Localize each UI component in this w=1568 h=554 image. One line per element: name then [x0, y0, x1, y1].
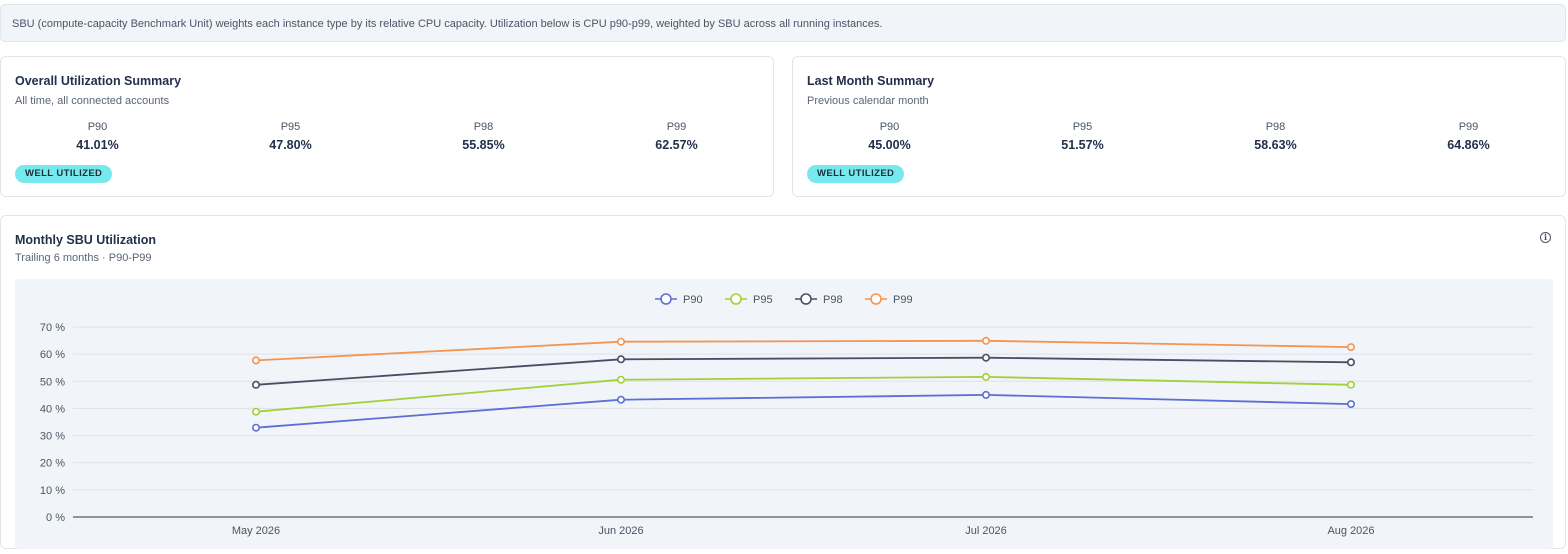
chart-area: 0 % 10 % 20 % 30 % 40 % 50 % 60 % 70 % May 2026 J…	[15, 279, 1553, 549]
data-point-p90	[616, 395, 625, 404]
last-month-summary-title: Last Month Summary	[807, 74, 935, 88]
overall-summary-title: Overall Utilization Summary	[15, 74, 182, 88]
series-line-p98	[255, 356, 1352, 386]
metric-value: 64.86%	[1447, 138, 1490, 152]
data-point-p95	[252, 407, 261, 416]
data-point-p98	[616, 355, 625, 364]
monthly-utilization-chart: 0 % 10 % 20 % 30 % 40 % 50 % 60 % 70 % May 2026 J…	[40, 293, 1533, 537]
overall-summary-subtitle: All time, all connected accounts	[15, 95, 170, 107]
y-tick-label: 40 %	[40, 403, 65, 415]
data-point-p99	[1347, 343, 1356, 352]
data-point-p90	[252, 423, 261, 432]
legend-marker-p99	[870, 293, 882, 305]
data-point-p95	[616, 375, 625, 384]
info-banner: SBU (compute-capacity Benchmark Unit) we…	[0, 4, 1566, 42]
metric-label: P95	[1072, 121, 1093, 133]
overall-metric-p99: P99 62.57%	[580, 121, 773, 152]
data-point-p95	[1347, 380, 1356, 389]
x-tick-label: Jul 2026	[965, 525, 1007, 537]
metric-value: 58.63%	[1254, 138, 1297, 152]
overall-summary-card: Overall Utilization Summary All time, al…	[0, 56, 774, 197]
last-month-metric-p95: P95 51.57%	[986, 121, 1179, 152]
metric-label: P90	[879, 121, 900, 133]
last-month-metric-p90: P90 45.00%	[793, 121, 986, 152]
last-month-metric-p98: P98 58.63%	[1179, 121, 1372, 152]
last-month-status-badge: WELL UTILIZED	[807, 165, 905, 183]
legend-label-p90: P90	[683, 294, 703, 306]
info-icon[interactable]: i	[1540, 232, 1551, 243]
x-tick-label: Aug 2026	[1327, 525, 1374, 537]
x-tick-label: May 2026	[232, 525, 280, 537]
legend-marker-p90	[660, 293, 672, 305]
data-point-p90	[981, 390, 990, 399]
y-tick-label: 10 %	[40, 485, 65, 497]
x-tick-label: Jun 2026	[598, 525, 643, 537]
legend-label-p95: P95	[753, 294, 773, 306]
series-line-p95	[255, 375, 1352, 413]
overall-metric-p90: P90 41.01%	[1, 121, 194, 152]
series-line-p90	[255, 393, 1352, 429]
last-month-metric-p99: P99 64.86%	[1372, 121, 1565, 152]
metric-label: P95	[280, 121, 301, 133]
series-line-p99	[255, 339, 1352, 362]
overall-metric-p95: P95 47.80%	[194, 121, 387, 152]
y-tick-label: 70 %	[40, 322, 65, 334]
metric-value: 41.01%	[76, 138, 119, 152]
data-point-p98	[981, 353, 990, 362]
metric-label: P98	[1265, 121, 1286, 133]
metric-value: 51.57%	[1061, 138, 1104, 152]
y-tick-label: 50 %	[40, 376, 65, 388]
last-month-metrics: P90 45.00% P95 51.57% P98 58.63% P99 64.…	[793, 121, 1565, 152]
metric-label: P98	[473, 121, 494, 133]
legend-label-p98: P98	[823, 294, 843, 306]
data-point-p98	[252, 380, 261, 389]
data-point-p98	[1347, 358, 1356, 367]
y-tick-label: 60 %	[40, 349, 65, 361]
metric-value: 45.00%	[868, 138, 911, 152]
overall-metrics: P90 41.01% P95 47.80% P98 55.85% P99 62.…	[1, 121, 773, 152]
y-tick-label: 20 %	[40, 458, 65, 470]
monthly-utilization-subtitle: Trailing 6 months · P90-P99	[15, 252, 152, 264]
legend-marker-p95	[730, 293, 742, 305]
data-point-p99	[616, 337, 625, 346]
last-month-summary-subtitle: Previous calendar month	[807, 95, 929, 107]
metric-label: P99	[1458, 121, 1479, 133]
banner-text: SBU (compute-capacity Benchmark Unit) we…	[12, 18, 883, 30]
legend-label-p99: P99	[893, 294, 913, 306]
y-tick-label: 30 %	[40, 431, 65, 443]
metric-value: 55.85%	[462, 138, 505, 152]
metric-value: 62.57%	[655, 138, 698, 152]
metric-value: 47.80%	[269, 138, 312, 152]
monthly-utilization-title: Monthly SBU Utilization	[15, 233, 156, 247]
data-point-p99	[252, 356, 261, 365]
data-point-p90	[1347, 400, 1356, 409]
legend-marker-p98	[800, 293, 812, 305]
y-tick-label: 0 %	[46, 512, 65, 524]
data-point-p99	[981, 336, 990, 345]
overall-metric-p98: P98 55.85%	[387, 121, 580, 152]
overall-status-badge: WELL UTILIZED	[15, 165, 113, 183]
metric-label: P90	[87, 121, 108, 133]
data-point-p95	[981, 372, 990, 381]
metric-label: P99	[666, 121, 687, 133]
monthly-utilization-card: Monthly SBU Utilization Trailing 6 month…	[0, 215, 1566, 549]
last-month-summary-card: Last Month Summary Previous calendar mon…	[792, 56, 1566, 197]
